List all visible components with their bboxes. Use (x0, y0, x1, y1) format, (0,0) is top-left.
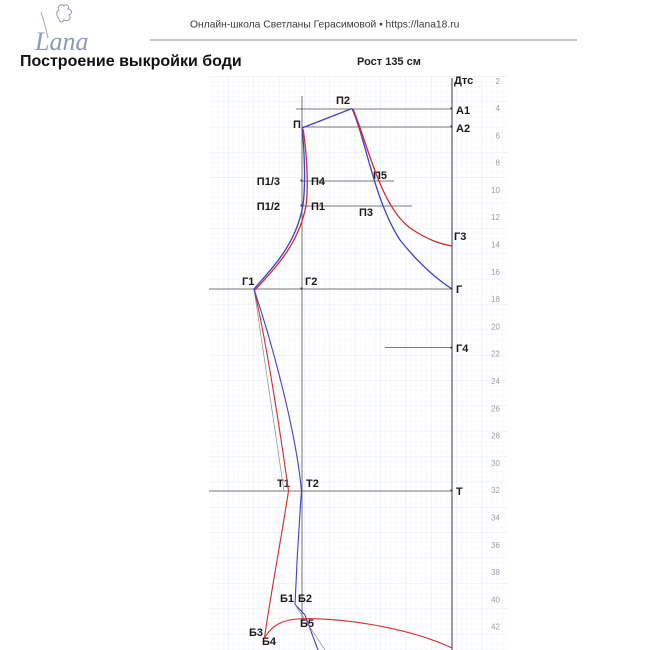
svg-text:Lana: Lana (34, 27, 88, 56)
svg-text:4: 4 (496, 104, 501, 113)
svg-text:10: 10 (491, 186, 500, 195)
svg-text:36: 36 (491, 541, 500, 550)
svg-text:Онлайн-школа Светланы Герасимо: Онлайн-школа Светланы Герасимовой • http… (190, 20, 460, 31)
svg-text:T2: T2 (306, 478, 319, 490)
svg-text:24: 24 (491, 377, 500, 386)
svg-text:Г1: Г1 (242, 276, 254, 288)
svg-text:A2: A2 (456, 123, 470, 135)
svg-text:Построение выкройки боди: Построение выкройки боди (20, 53, 242, 70)
svg-text:6: 6 (496, 131, 501, 140)
svg-text:Б3: Б3 (249, 627, 263, 639)
svg-text:28: 28 (491, 432, 500, 441)
svg-text:38: 38 (491, 568, 500, 577)
svg-text:40: 40 (491, 595, 500, 604)
svg-text:32: 32 (491, 486, 500, 495)
svg-text:Г: Г (456, 284, 463, 296)
svg-text:Б1: Б1 (280, 593, 294, 605)
svg-text:T: T (456, 486, 463, 498)
svg-text:П1: П1 (311, 201, 325, 213)
svg-text:Рост 135 см: Рост 135 см (357, 56, 421, 68)
svg-text:30: 30 (491, 459, 500, 468)
svg-text:8: 8 (496, 159, 501, 168)
svg-text:18: 18 (491, 295, 500, 304)
svg-text:26: 26 (491, 404, 500, 413)
svg-text:П3: П3 (359, 207, 373, 219)
svg-text:14: 14 (491, 241, 500, 250)
svg-text:22: 22 (491, 350, 500, 359)
svg-text:Г2: Г2 (305, 276, 317, 288)
svg-text:12: 12 (491, 213, 500, 222)
svg-text:16: 16 (491, 268, 500, 277)
svg-text:П1/3: П1/3 (257, 176, 280, 188)
svg-text:П2: П2 (336, 95, 350, 107)
svg-text:Г4: Г4 (456, 343, 469, 355)
svg-text:2: 2 (496, 77, 501, 86)
svg-text:20: 20 (491, 322, 500, 331)
svg-text:П1/2: П1/2 (257, 201, 280, 213)
svg-text:Дтс: Дтс (454, 75, 473, 87)
svg-text:A1: A1 (456, 105, 470, 117)
svg-text:34: 34 (491, 514, 500, 523)
svg-text:П4: П4 (311, 176, 326, 188)
svg-text:Г3: Г3 (454, 231, 466, 243)
svg-text:П: П (293, 119, 301, 131)
svg-text:Б2: Б2 (298, 593, 312, 605)
svg-text:42: 42 (491, 623, 500, 632)
